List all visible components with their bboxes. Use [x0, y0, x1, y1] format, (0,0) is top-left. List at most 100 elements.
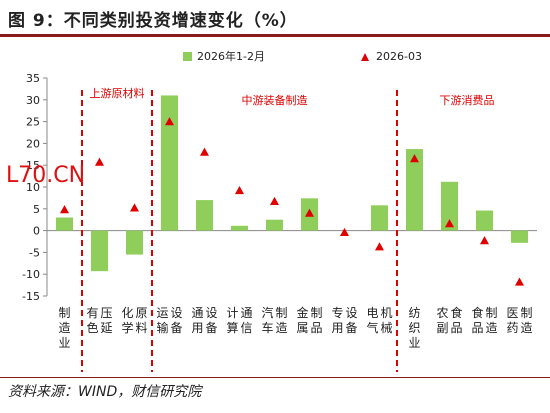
category-label-char: 品	[471, 321, 483, 335]
marker-7	[270, 196, 279, 205]
category-label-char: 属	[296, 321, 308, 335]
bar-6	[231, 225, 248, 231]
group-label-1: 上游原材料	[90, 86, 145, 100]
category-label-char: 品	[450, 321, 462, 335]
y-tick-label: -15	[22, 290, 40, 303]
y-tick-label: 25	[26, 116, 40, 129]
y-tick-label: 35	[26, 72, 40, 85]
title-rule	[0, 34, 550, 37]
category-label-char: 造	[58, 321, 70, 335]
y-tick-label: -5	[29, 246, 40, 259]
marker-3	[130, 203, 139, 212]
category-label-char: 算	[226, 320, 238, 335]
category-label-char: 制	[520, 306, 532, 320]
bar-11	[406, 149, 423, 231]
category-label-char: 设	[205, 306, 217, 320]
legend-swatch-bar	[183, 52, 192, 61]
bar-2	[91, 230, 108, 272]
legend-label-bar: 2026年1-2月	[197, 49, 265, 63]
bar-10	[371, 205, 388, 231]
category-label-char: 车	[261, 320, 273, 335]
category-label-char: 制	[310, 306, 322, 320]
bar-7	[266, 219, 283, 231]
marker-9	[340, 227, 349, 236]
category-label-char: 用	[331, 321, 343, 335]
category-label-char: 备	[345, 321, 357, 335]
category-label-char: 制	[58, 306, 70, 320]
category-label-char: 造	[275, 321, 287, 335]
category-label-char: 药	[506, 321, 518, 335]
footer-rule	[0, 377, 550, 378]
category-label-char: 专	[331, 305, 343, 320]
category-label-char: 副	[436, 321, 448, 335]
bar-3	[126, 230, 143, 255]
category-label-char: 备	[170, 321, 182, 335]
y-tick-label: 15	[26, 159, 40, 172]
category-label-char: 设	[345, 306, 357, 320]
category-label-char: 化	[121, 306, 133, 320]
category-label-char: 电	[366, 306, 378, 320]
category-label-char: 压	[100, 306, 112, 320]
category-label-char: 计	[226, 306, 238, 320]
y-tick-label: 30	[26, 94, 40, 107]
marker-13	[480, 236, 489, 245]
category-label-char: 备	[205, 321, 217, 335]
category-label-char: 输	[156, 320, 168, 335]
group-label-3: 下游消费品	[440, 93, 495, 107]
category-label-char: 织	[408, 321, 420, 335]
category-label-char: 气	[366, 320, 378, 335]
category-label-char: 纺	[408, 306, 420, 320]
marker-11	[410, 154, 419, 163]
category-label-char: 械	[380, 320, 392, 335]
bar-1	[56, 217, 73, 231]
bar-4	[161, 95, 178, 231]
legend-swatch-marker	[361, 53, 369, 61]
category-label-char: 学	[121, 320, 133, 335]
category-label-char: 农	[436, 306, 448, 320]
category-label-char: 造	[485, 321, 497, 335]
bar-14	[511, 230, 528, 243]
marker-14	[515, 277, 524, 286]
category-label-char: 用	[191, 321, 203, 335]
category-label-char: 原	[135, 306, 147, 320]
category-label-char: 金	[296, 305, 308, 320]
category-label-char: 有	[86, 306, 98, 320]
marker-12	[445, 219, 454, 228]
category-label-char: 机	[380, 306, 392, 320]
category-label-char: 运	[156, 306, 168, 320]
category-label-char: 制	[275, 306, 287, 320]
marker-1	[60, 205, 69, 214]
y-tick-label: 10	[26, 181, 40, 194]
y-tick-label: 5	[33, 203, 40, 216]
marker-5	[200, 147, 209, 156]
category-label-char: 医	[506, 306, 518, 320]
category-label-char: 造	[520, 321, 532, 335]
category-label-char: 料	[135, 321, 147, 335]
watermark-text: L70.CN	[6, 163, 86, 188]
category-label-char: 设	[170, 306, 182, 320]
marker-6	[235, 185, 244, 195]
category-label-char: 业	[408, 336, 420, 350]
category-label-char: 信	[240, 321, 252, 335]
marker-4	[165, 117, 174, 126]
legend-label-marker: 2026-03	[376, 50, 422, 63]
source-note: 资料来源：WIND，财信研究院	[8, 384, 202, 400]
bar-5	[196, 200, 213, 231]
category-label-char: 品	[310, 321, 322, 335]
category-label-char: 食	[450, 305, 462, 320]
category-label-char: 食	[471, 305, 483, 320]
category-label-char: 业	[58, 336, 70, 350]
bar-13	[476, 210, 493, 231]
category-label-char: 制	[485, 306, 497, 320]
category-label-char: 延	[100, 321, 112, 335]
category-label-char: 通	[191, 306, 203, 320]
marker-10	[375, 242, 384, 251]
group-label-2: 中游装备制造	[242, 93, 308, 107]
y-tick-label: -10	[22, 268, 40, 281]
marker-2	[95, 157, 104, 166]
category-label-char: 色	[86, 321, 98, 335]
bar-12	[441, 181, 458, 231]
category-label-char: 通	[240, 306, 252, 320]
category-label-char: 汽	[261, 305, 273, 320]
